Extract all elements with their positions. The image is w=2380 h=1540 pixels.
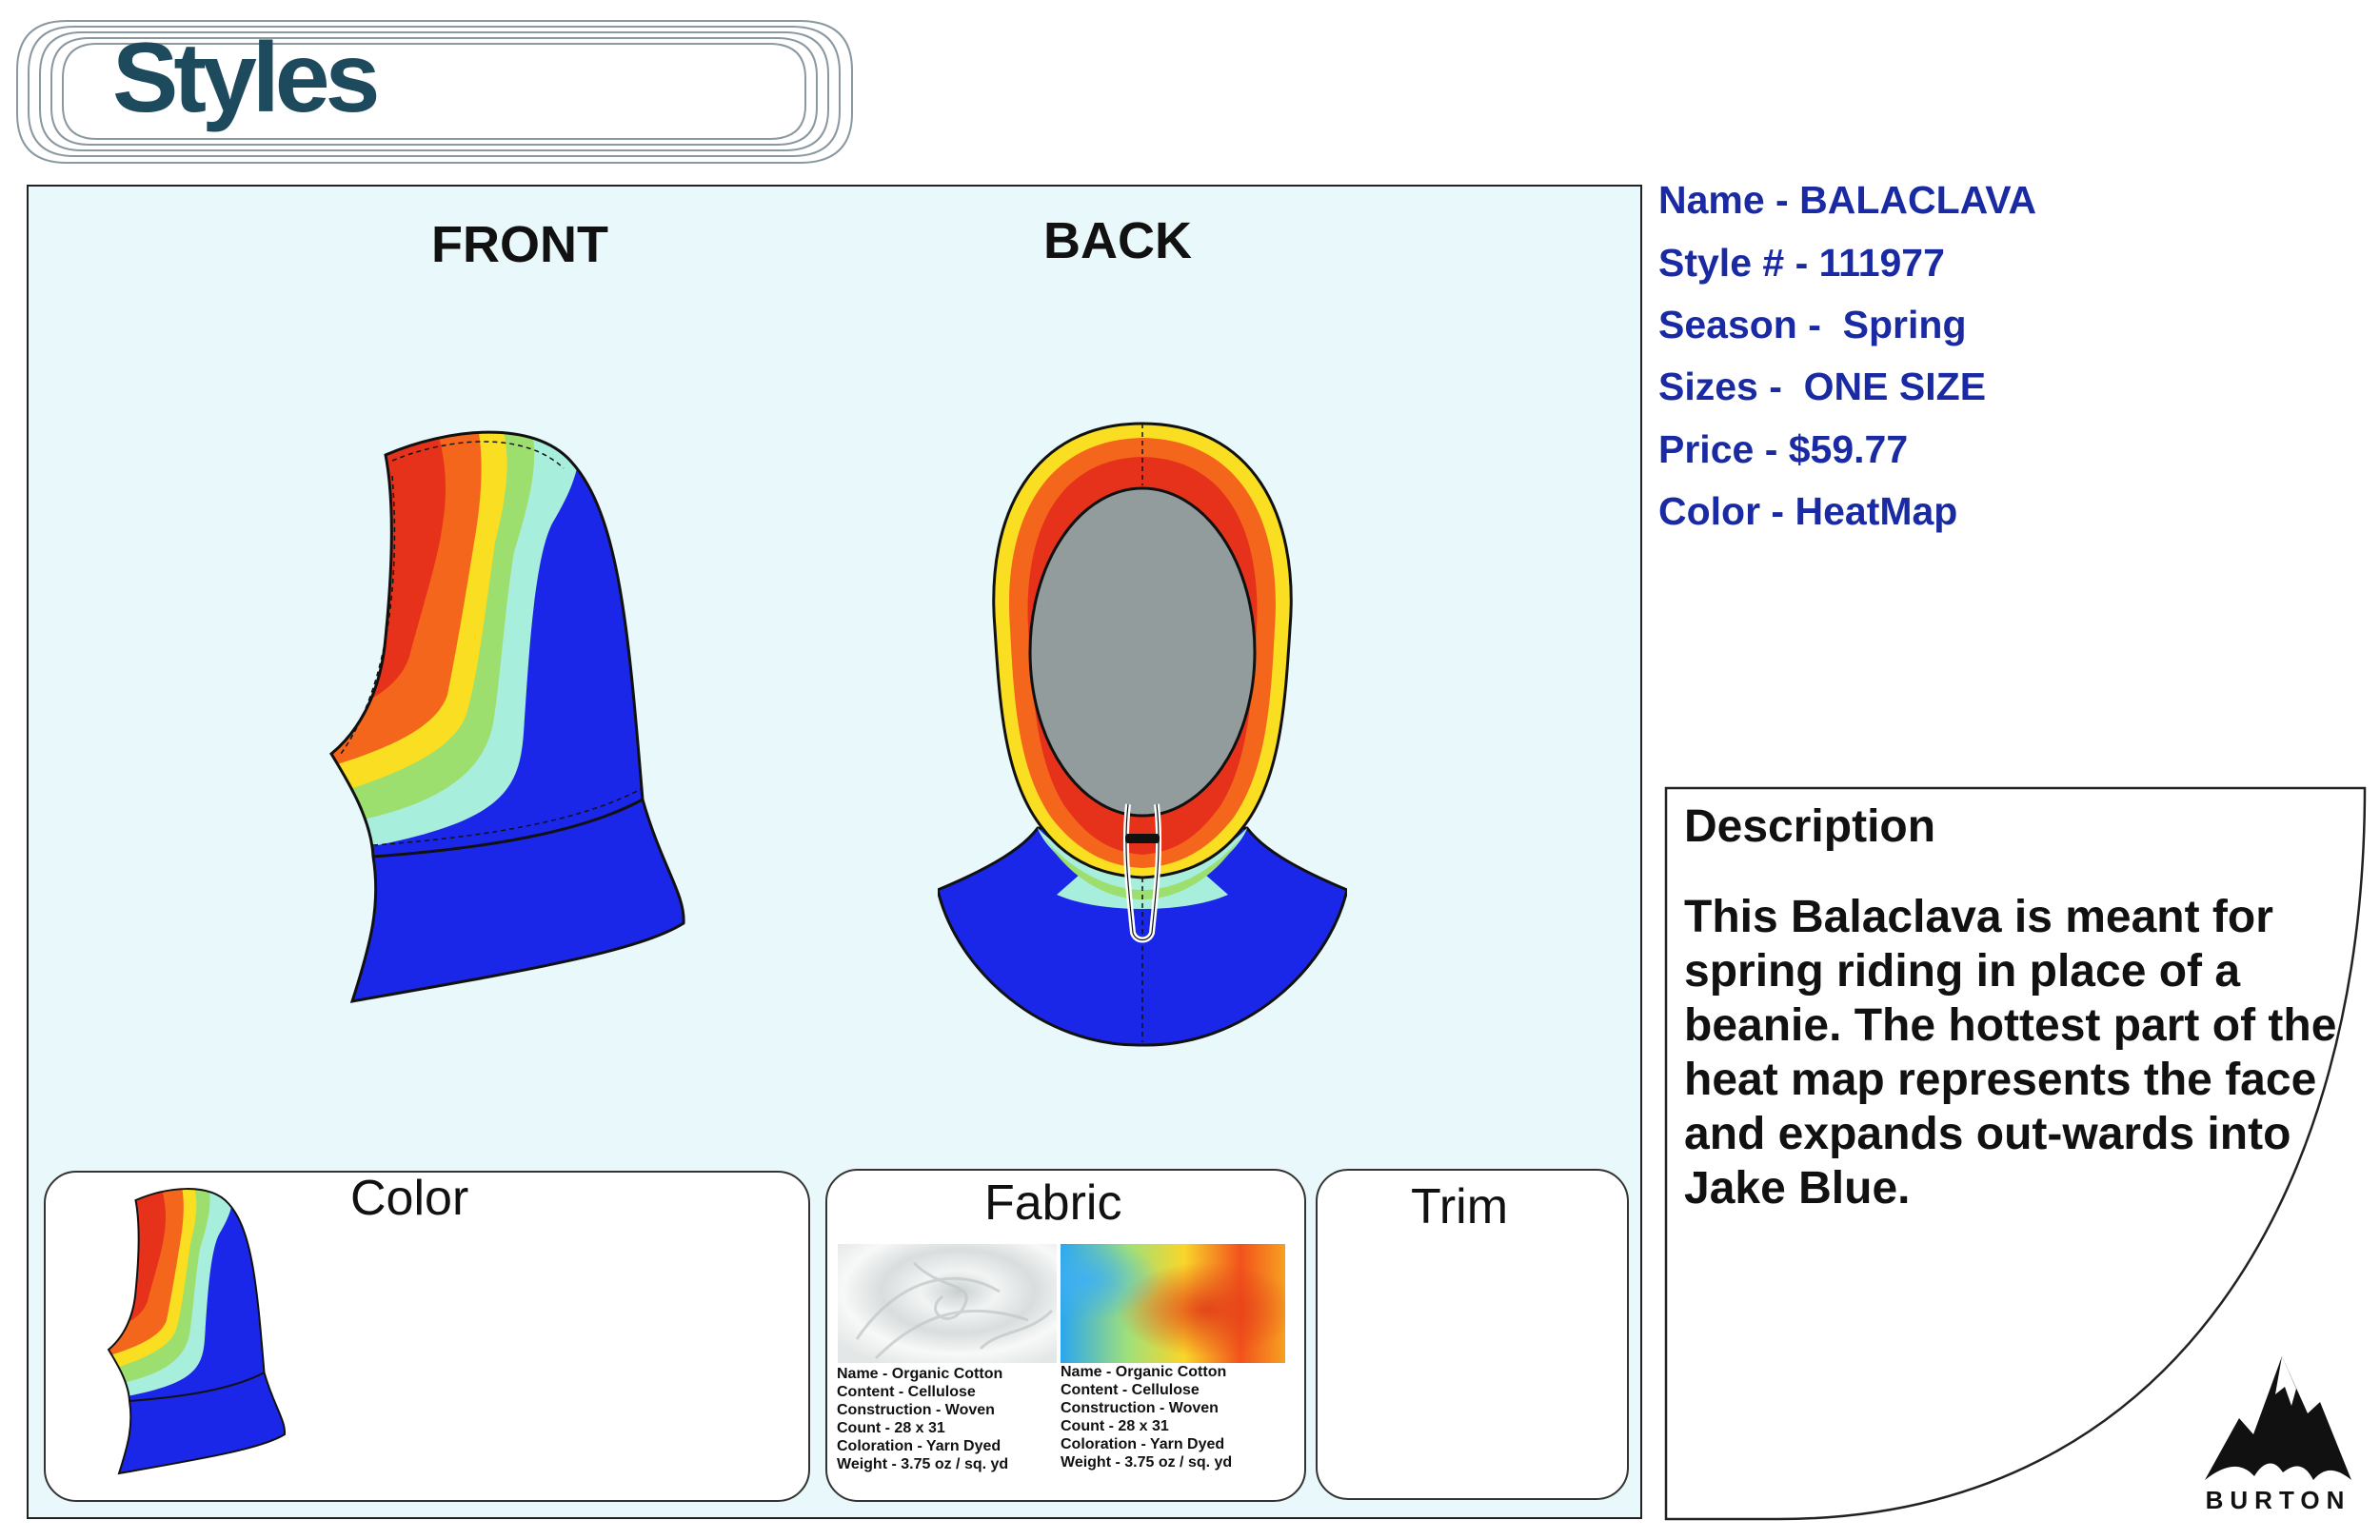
fabric-1-construction: Construction - Woven	[837, 1402, 995, 1418]
trim-card-title: Trim	[1411, 1179, 1509, 1234]
back-view-label: BACK	[1043, 212, 1192, 269]
fabric-2-weight: Weight - 3.75 oz / sq. yd	[1061, 1454, 1233, 1471]
trim-card	[1316, 1169, 1629, 1500]
fabric-1-weight: Weight - 3.75 oz / sq. yd	[837, 1456, 1009, 1472]
description-body: This Balaclava is meant for spring ridin…	[1684, 892, 2337, 1214]
fabric-spec-1: Name - Organic Cotton Content - Cellulos…	[837, 1365, 1008, 1473]
spec-sizes: Sizes - ONE SIZE	[1658, 365, 1987, 408]
spec-style-number: Style # - 111977	[1658, 241, 1945, 285]
fabric-2-name: Name - Organic Cotton	[1061, 1364, 1227, 1380]
fabric-1-name: Name - Organic Cotton	[837, 1366, 1003, 1382]
page-title: Styles	[112, 23, 380, 133]
fabric-1-content: Content - Cellulose	[837, 1384, 976, 1400]
fabric-2-coloration: Coloration - Yarn Dyed	[1061, 1436, 1225, 1452]
description-title: Description	[1684, 801, 1936, 852]
spec-price: Price - $59.77	[1658, 427, 1909, 471]
fabric-card-title: Fabric	[984, 1175, 1122, 1231]
color-card-title: Color	[350, 1171, 469, 1226]
fabric-2-count: Count - 28 x 31	[1061, 1418, 1169, 1434]
fabric-2-content: Content - Cellulose	[1061, 1382, 1200, 1398]
front-view-label: FRONT	[431, 216, 608, 273]
fabric-1-count: Count - 28 x 31	[837, 1420, 945, 1436]
fabric-1-coloration: Coloration - Yarn Dyed	[837, 1438, 1002, 1454]
fabric-swatch-heatmap-print	[1061, 1244, 1285, 1363]
color-swatch-balaclava	[107, 1188, 287, 1475]
spec-color: Color - HeatMap	[1658, 489, 1958, 533]
spec-name: Name - BALACLAVA	[1658, 178, 2037, 222]
back-view-balaclava-illustration	[938, 422, 1347, 1047]
burton-mountain-logo-icon	[2205, 1356, 2351, 1480]
snowboard-outline-graphic	[16, 20, 853, 164]
brand-name: BURTON	[2205, 1486, 2351, 1514]
description-panel	[1664, 786, 2367, 1521]
fabric-swatch-white-cotton	[838, 1244, 1057, 1363]
spec-season: Season - Spring	[1658, 303, 1967, 346]
fabric-2-construction: Construction - Woven	[1061, 1400, 1219, 1416]
front-view-balaclava-illustration	[329, 430, 685, 1003]
fabric-spec-2: Name - Organic Cotton Content - Cellulos…	[1061, 1363, 1232, 1471]
